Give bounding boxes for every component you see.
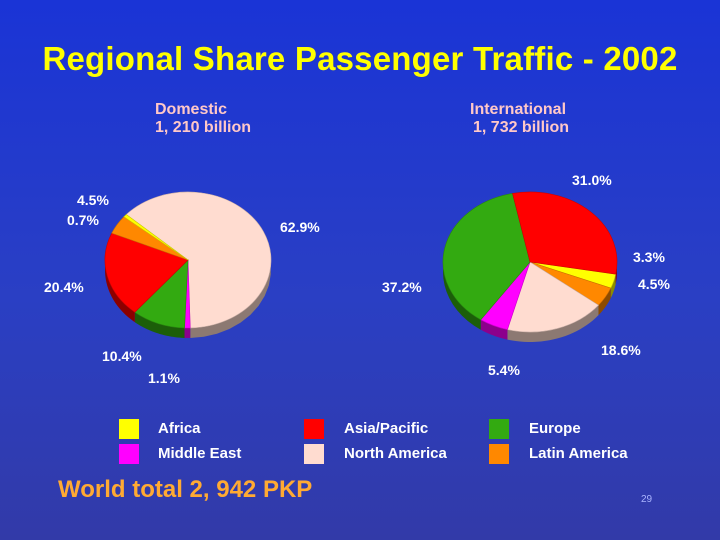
international-slice-asia-pacific: [512, 191, 618, 275]
international-label-north-america: 18.6%: [601, 342, 641, 358]
domestic-label-europe: 10.4%: [102, 348, 142, 364]
domestic-label-africa: 0.7%: [67, 212, 99, 228]
legend-swatch-africa: [119, 419, 139, 439]
international-title-name: International: [470, 101, 567, 118]
international-label-europe: 37.2%: [382, 279, 422, 295]
international-label-latin-america: 4.5%: [638, 276, 670, 292]
international-slice-europe: [442, 193, 531, 321]
domestic-wall-europe: [134, 312, 185, 338]
legend-swatch-middle-east: [119, 444, 139, 464]
world-total-footer: World total 2, 942 PKP: [58, 476, 313, 503]
international-slice-north-america: [507, 261, 599, 333]
international-wall-north-america: [507, 305, 599, 342]
legend-swatch-latin-america: [489, 444, 509, 464]
international-wall-africa: [610, 274, 616, 299]
domestic-label-asia-pacific: 20.4%: [44, 279, 84, 295]
legend-label-africa: Africa: [158, 420, 201, 437]
domestic-label-north-america: 62.9%: [280, 219, 320, 235]
legend-swatch-north-america: [304, 444, 324, 464]
domestic-label-middle-east: 1.1%: [148, 370, 180, 386]
domestic-label-latin-america: 4.5%: [77, 192, 109, 208]
domestic-slice-africa: [123, 214, 189, 261]
domestic-title-total: 1, 210 billion: [155, 119, 252, 136]
international-chart-title: International 1, 732 billion: [470, 101, 569, 137]
domestic-wall-middle-east: [184, 327, 191, 338]
international-pie: [442, 191, 618, 342]
international-title-total: 1, 732 billion: [473, 119, 570, 136]
international-label-africa: 3.3%: [633, 249, 665, 265]
slide-title: Regional Share Passenger Traffic - 2002: [42, 40, 678, 77]
legend-label-north-america: North America: [344, 445, 447, 462]
domestic-slice-north-america: [125, 191, 272, 329]
legend-swatch-europe: [489, 419, 509, 439]
legend-label-latin-america: Latin America: [529, 445, 628, 462]
international-label-middle-east: 5.4%: [488, 362, 520, 378]
domestic-title-name: Domestic: [155, 101, 228, 118]
international-wall-middle-east: [480, 319, 508, 340]
legend-swatch-asia-pacific: [304, 419, 324, 439]
international-label-asia-pacific: 31.0%: [572, 172, 612, 188]
domestic-pie: [104, 191, 272, 338]
legend-label-middle-east: Middle East: [158, 445, 242, 462]
domestic-chart-title: Domestic 1, 210 billion: [155, 101, 251, 137]
legend-label-europe: Europe: [529, 420, 581, 437]
page-number: 29: [641, 494, 653, 505]
international-wall-latin-america: [598, 288, 611, 316]
legend-label-asia-pacific: Asia/Pacific: [344, 420, 429, 437]
